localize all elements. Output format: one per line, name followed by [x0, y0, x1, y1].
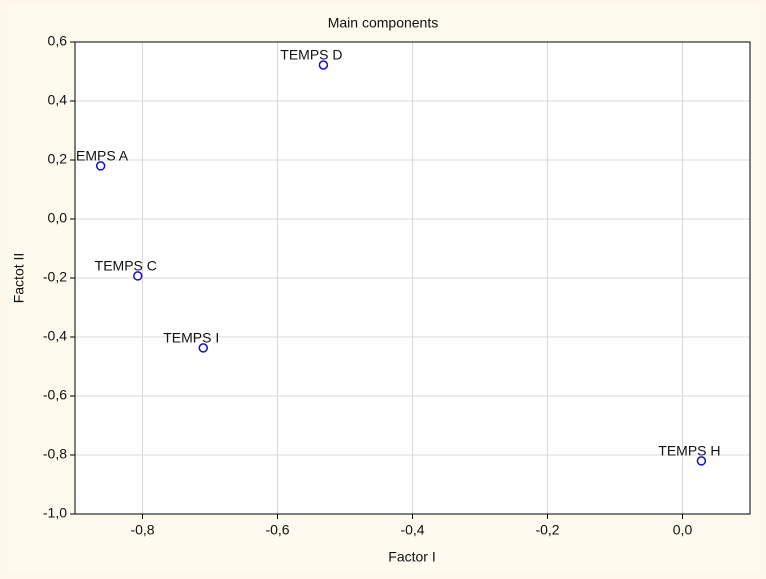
- point: [696, 456, 707, 466]
- x-tick-label: -0,2: [535, 522, 559, 538]
- y-axis-label: Factot II: [11, 253, 27, 304]
- y-tick-label: -0,4: [43, 328, 67, 344]
- x-tick-label: 0,0: [673, 522, 693, 538]
- x-axis-label: Factor I: [388, 549, 435, 565]
- y-tick-label: 0,2: [48, 151, 68, 167]
- point: [318, 60, 329, 70]
- chart-title: Main components: [328, 15, 439, 31]
- point: [198, 343, 208, 353]
- x-tick-label: -0,8: [130, 522, 154, 538]
- point: [95, 161, 106, 171]
- y-tick-label: 0,0: [48, 210, 68, 226]
- point-label: TEMPS I: [163, 330, 219, 346]
- point-label: TEMPS H: [658, 443, 720, 459]
- point: [133, 271, 143, 281]
- y-tick-label: -0,8: [43, 446, 67, 462]
- y-tick-label: -0,6: [43, 387, 67, 403]
- y-tick-label: -1,0: [43, 505, 67, 521]
- y-tick-label: 0,4: [48, 92, 68, 108]
- y-tick-label: -0,2: [43, 269, 67, 285]
- x-tick-label: -0,6: [265, 522, 289, 538]
- point-label: EMPS A: [76, 148, 129, 164]
- x-tick-label: -0,4: [400, 522, 424, 538]
- point-label: TEMPS D: [280, 47, 342, 63]
- plot-border: [74, 41, 751, 515]
- y-tick-label: 0,6: [48, 33, 68, 49]
- point-label: TEMPS C: [95, 258, 157, 274]
